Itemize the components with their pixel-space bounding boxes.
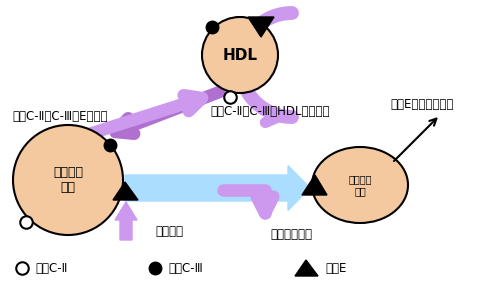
Text: アポC-Ⅱ、C-ⅢのHDLへの戴り: アポC-Ⅱ、C-ⅢのHDLへの戴り (210, 105, 330, 118)
Text: アポC-Ⅱ: アポC-Ⅱ (35, 261, 68, 275)
Polygon shape (302, 175, 327, 195)
Text: アポC-Ⅲ: アポC-Ⅲ (168, 261, 203, 275)
Polygon shape (113, 182, 138, 200)
Text: 脂肪酸の放出: 脂肪酸の放出 (270, 228, 312, 241)
Text: アポEレセプターへ: アポEレセプターへ (390, 98, 454, 111)
Circle shape (202, 17, 278, 93)
Text: 人工脂肪
粒子: 人工脂肪 粒子 (53, 166, 83, 194)
Polygon shape (248, 17, 274, 37)
Polygon shape (295, 260, 318, 276)
Circle shape (13, 125, 123, 235)
Text: アポE: アポE (325, 261, 346, 275)
FancyArrow shape (125, 166, 310, 210)
Text: アポC-Ⅱ、C-Ⅲ、Eの転送: アポC-Ⅱ、C-Ⅲ、Eの転送 (12, 110, 108, 123)
Ellipse shape (312, 147, 408, 223)
Text: 加水分解: 加水分解 (155, 225, 183, 238)
FancyArrow shape (115, 202, 137, 240)
Text: HDL: HDL (222, 47, 258, 63)
Text: 加水分解
残基: 加水分解 残基 (348, 174, 372, 196)
